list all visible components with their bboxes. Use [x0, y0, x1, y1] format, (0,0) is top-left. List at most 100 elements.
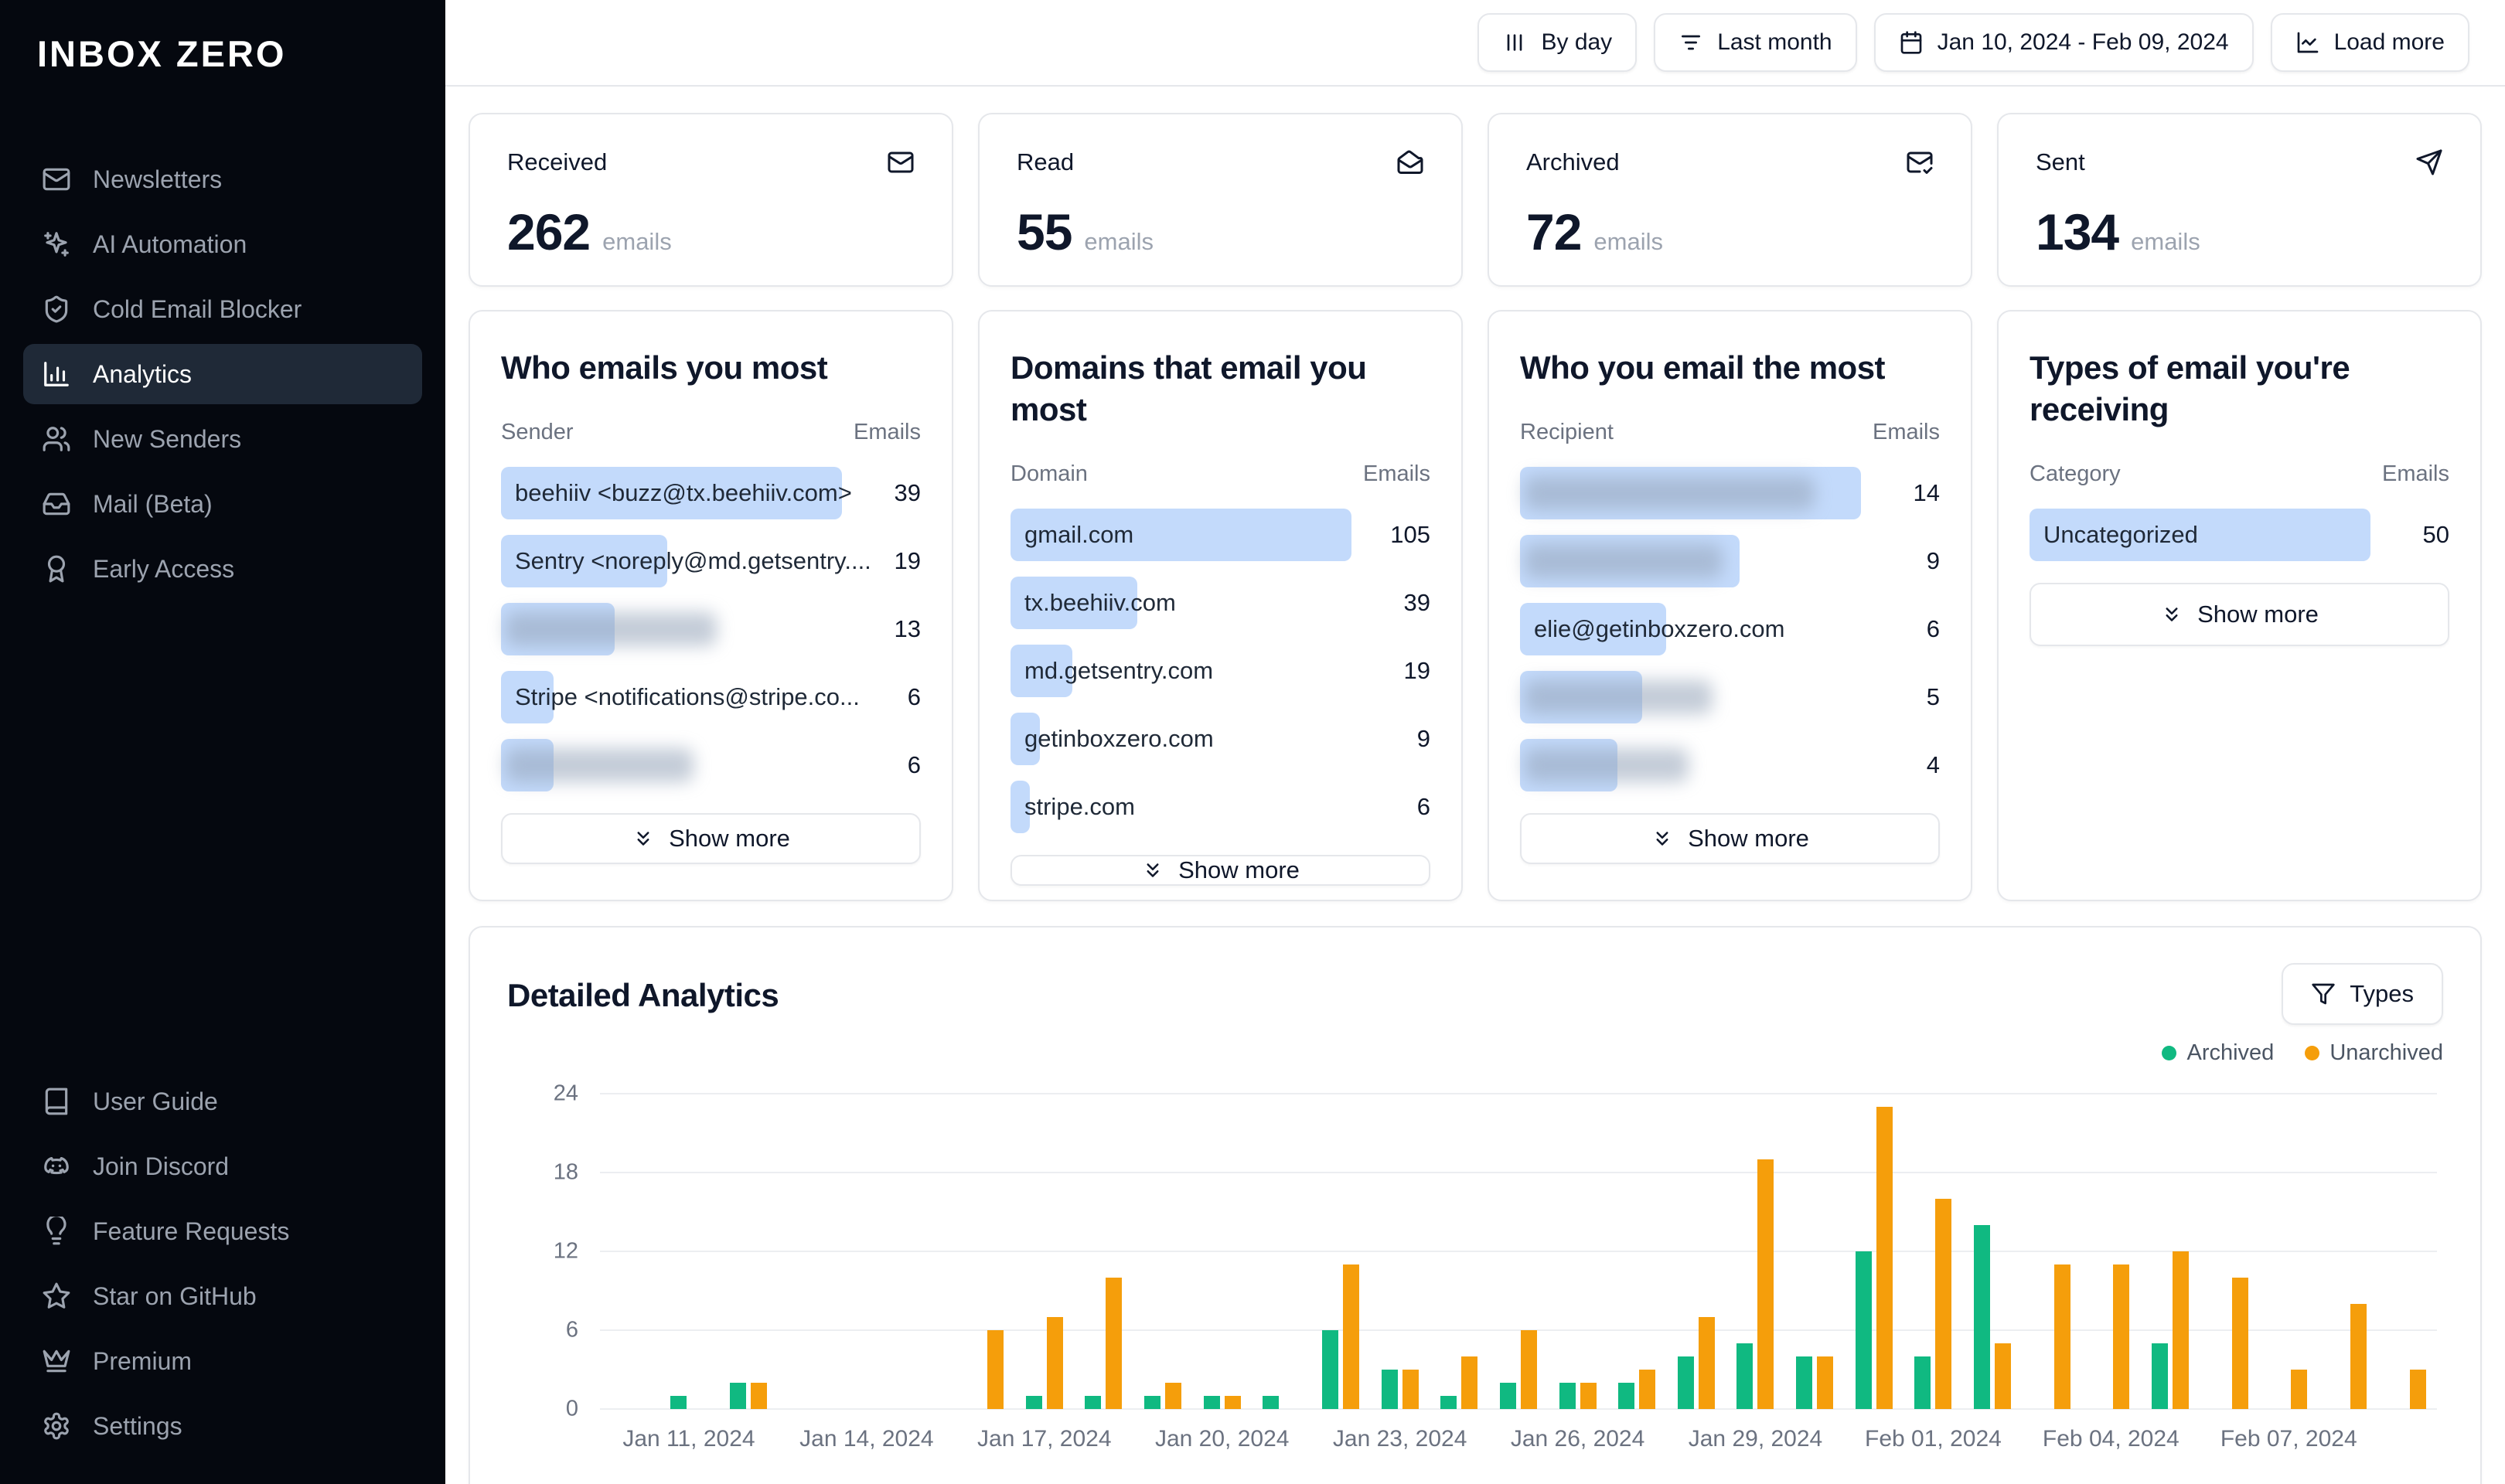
x-axis-label: Jan 20, 2024	[1154, 1426, 1290, 1452]
day-group[interactable]	[1489, 1094, 1549, 1409]
day-group[interactable]	[1963, 1094, 2023, 1409]
day-group[interactable]	[1252, 1094, 1311, 1409]
emails-bar-chart: 0 6 12 18 24 Jan 11, 2024 Jan 14, 2024 Jan 17, …	[554, 1081, 2437, 1452]
sidebar-item-new-senders[interactable]: New Senders	[23, 409, 422, 469]
table-row[interactable]: 4	[1520, 731, 1940, 799]
send-icon	[2415, 148, 2443, 176]
day-group[interactable]	[1133, 1094, 1193, 1409]
types-filter-button[interactable]: Types	[2282, 963, 2443, 1025]
topbar-button-jan-10-2024-feb-09-2024[interactable]: Jan 10, 2024 - Feb 09, 2024	[1873, 13, 2254, 72]
show-more-button[interactable]: Show more	[1520, 812, 1940, 864]
panel-sender: Who emails you most Sender Emails beehiiv <…	[469, 310, 953, 901]
archived-bar	[1677, 1356, 1694, 1409]
table-row[interactable]: Uncategorized 50	[2030, 501, 2449, 569]
stat-value: 55	[1017, 203, 1072, 260]
sidebar-item-label: Join Discord	[93, 1152, 230, 1180]
day-group[interactable]	[778, 1094, 837, 1409]
day-group[interactable]: Feb 04, 2024	[2043, 1094, 2180, 1452]
topbar-button-last-month[interactable]: Last month	[1654, 13, 1857, 72]
table-row[interactable]: stripe.com 6	[1011, 773, 1430, 841]
sidebar-item-mail-beta[interactable]: Mail (Beta)	[23, 474, 422, 534]
sidebar-item-ai-automation[interactable]: AI Automation	[23, 214, 422, 274]
y-axis-tick: 0	[565, 1396, 578, 1421]
day-group[interactable]: Jan 29, 2024	[1689, 1094, 1822, 1452]
sidebar-item-feature-requests[interactable]: Feature Requests	[23, 1201, 422, 1261]
table-row[interactable]: 6	[501, 731, 921, 799]
day-group[interactable]: Jan 20, 2024	[1155, 1094, 1289, 1452]
day-group[interactable]: Jan 14, 2024	[799, 1094, 933, 1452]
sidebar-item-cold-email-blocker[interactable]: Cold Email Blocker	[23, 279, 422, 339]
table-row[interactable]: 9	[1520, 527, 1940, 595]
day-group[interactable]	[1430, 1094, 1489, 1409]
table-row[interactable]: Sentry <noreply@md.getsentry.... 19	[501, 527, 921, 595]
bars-area: Jan 11, 2024 Jan 14, 2024 Jan 17, 2024 Jan …	[600, 1094, 2437, 1452]
day-group[interactable]	[2200, 1094, 2259, 1409]
day-group[interactable]	[1667, 1094, 1726, 1409]
archived-bar	[1974, 1225, 1991, 1409]
sidebar-item-join-discord[interactable]: Join Discord	[23, 1136, 422, 1196]
day-group[interactable]: Jan 26, 2024	[1511, 1094, 1644, 1452]
day-group[interactable]	[2141, 1094, 2200, 1409]
table-row[interactable]: beehiiv <buzz@tx.beehiiv.com> 39	[501, 459, 921, 527]
day-group[interactable]	[956, 1094, 1015, 1409]
sidebar-item-label: Premium	[93, 1346, 193, 1375]
legend-item-archived: Archived	[2162, 1040, 2274, 1066]
sidebar-item-settings[interactable]: Settings	[23, 1396, 422, 1456]
day-group[interactable]	[2319, 1094, 2378, 1409]
unarchived-bar	[1817, 1356, 1834, 1409]
day-group[interactable]: Jan 17, 2024	[977, 1094, 1112, 1452]
table-row[interactable]: elie@getinboxzero.com 6	[1520, 595, 1940, 663]
sidebar-item-premium[interactable]: Premium	[23, 1331, 422, 1391]
sidebar-item-star-on-github[interactable]: Star on GitHub	[23, 1266, 422, 1326]
row-count: 9	[1416, 724, 1430, 752]
day-group[interactable]	[1785, 1094, 1845, 1409]
day-group[interactable]	[1844, 1094, 1903, 1409]
table-row[interactable]: Stripe <notifications@stripe.co... 6	[501, 663, 921, 731]
show-more-button[interactable]: Show more	[1011, 854, 1430, 886]
show-more-button[interactable]: Show more	[2030, 582, 2449, 646]
sidebar-item-early-access[interactable]: Early Access	[23, 539, 422, 599]
day-group[interactable]: Jan 23, 2024	[1333, 1094, 1467, 1452]
row-bar-track	[501, 738, 842, 791]
x-axis-label: Jan 29, 2024	[1688, 1426, 1823, 1452]
day-group[interactable]: Jan 11, 2024	[622, 1094, 755, 1452]
day-group[interactable]	[718, 1094, 778, 1409]
sidebar-item-analytics[interactable]: Analytics	[23, 344, 422, 404]
day-group[interactable]	[2377, 1094, 2437, 1409]
table-row[interactable]: getinboxzero.com 9	[1011, 705, 1430, 773]
show-more-label: Show more	[1178, 856, 1300, 883]
row-count: 6	[907, 682, 921, 710]
sidebar-item-label: Analytics	[93, 359, 193, 388]
topbar-button-by-day[interactable]: By day	[1477, 13, 1638, 72]
show-more-button[interactable]: Show more	[501, 812, 921, 864]
users-icon	[42, 424, 71, 454]
table-row[interactable]: 14	[1520, 459, 1940, 527]
table-row[interactable]: gmail.com 105	[1011, 501, 1430, 569]
day-group[interactable]	[896, 1094, 956, 1409]
day-group[interactable]	[1074, 1094, 1133, 1409]
sidebar-item-newsletters[interactable]: Newsletters	[23, 149, 422, 209]
day-group[interactable]	[2022, 1094, 2081, 1409]
table-row[interactable]: 5	[1520, 663, 1940, 731]
stat-label: Archived	[1526, 148, 1620, 175]
day-group[interactable]: Feb 01, 2024	[1865, 1094, 2002, 1452]
x-axis-label: Feb 07, 2024	[2220, 1426, 2357, 1452]
topbar-button-load-more[interactable]: Load more	[2270, 13, 2469, 72]
panel-table-header: Category Emails	[2030, 461, 2449, 487]
table-row[interactable]: 13	[501, 595, 921, 663]
day-group[interactable]	[600, 1094, 659, 1409]
legend-dot	[2162, 1046, 2177, 1060]
unarchived-bar	[1343, 1264, 1359, 1409]
value-bar	[1011, 780, 1031, 833]
day-group[interactable]	[1311, 1094, 1371, 1409]
sidebar-item-user-guide[interactable]: User Guide	[23, 1071, 422, 1132]
mail-icon	[887, 148, 915, 176]
sidebar-item-label: Star on GitHub	[93, 1281, 257, 1310]
redacted-text	[1525, 679, 1713, 714]
day-group[interactable]	[1607, 1094, 1667, 1409]
panel-rows: gmail.com 105 tx.beehiiv.com 39 md.getsentry…	[1011, 501, 1430, 841]
day-group[interactable]: Feb 07, 2024	[2220, 1094, 2357, 1452]
mail-open-icon	[1396, 148, 1424, 176]
table-row[interactable]: tx.beehiiv.com 39	[1011, 569, 1430, 637]
table-row[interactable]: md.getsentry.com 19	[1011, 637, 1430, 705]
